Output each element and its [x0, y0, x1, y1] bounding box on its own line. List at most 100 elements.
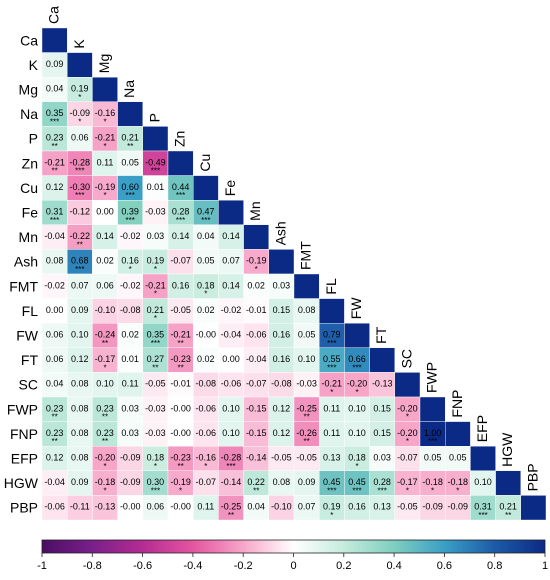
heatmap-cell [92, 101, 118, 127]
heatmap-cell [293, 372, 320, 398]
heatmap-cell [192, 421, 219, 447]
colorbar-gradient [41, 539, 546, 554]
cell-value-label: -0.09 [120, 477, 141, 487]
cell-value-label: 0.06 [71, 133, 89, 143]
cell-value-label: -0.23 [170, 453, 191, 463]
heatmap-cell [394, 421, 421, 447]
heatmap-cell [268, 372, 295, 398]
column-label: SC [398, 349, 414, 368]
cell-value-label: 0.07 [298, 502, 316, 512]
cell-value-label: 0.02 [197, 354, 215, 364]
heatmap-cell [218, 495, 244, 521]
heatmap-cell [344, 446, 370, 472]
cell-value-label: 0.06 [96, 280, 114, 290]
significance-label: * [456, 486, 459, 495]
cell-value-label: 0.47 [197, 207, 215, 217]
cell-value-label: -0.05 [170, 305, 191, 315]
cell-value-label: 0.10 [222, 428, 240, 438]
significance-label: *** [327, 363, 336, 372]
cell-value-label: 0.08 [298, 305, 316, 315]
cell-value-label: 0.02 [247, 280, 265, 290]
heatmap-cell [92, 175, 118, 201]
heatmap-cell [293, 495, 320, 521]
diagonal-cell [293, 273, 320, 299]
cell-value-label: 0.12 [71, 354, 89, 364]
significance-label: *** [327, 486, 336, 495]
cell-value-label: -0.04 [221, 330, 242, 340]
diagonal-cell [142, 126, 169, 152]
significance-label: ** [177, 462, 183, 471]
heatmap-cell [243, 470, 270, 496]
heatmap-cell [369, 446, 396, 472]
significance-label: * [255, 265, 258, 274]
heatmap-cell [192, 470, 219, 496]
significance-label: *** [176, 216, 185, 225]
heatmap-cell [142, 249, 169, 275]
significance-label: * [204, 290, 207, 299]
diagonal-cell [520, 495, 547, 521]
cell-value-label: -0.08 [196, 379, 217, 389]
cell-value-label: -0.13 [95, 502, 116, 512]
colorbar-tick-label: -0.8 [83, 560, 102, 572]
significance-label: * [431, 486, 434, 495]
cell-value-label: -0.23 [170, 354, 191, 364]
cell-value-label: -0.10 [95, 305, 116, 315]
colorbar-tick-label: -0.2 [234, 560, 253, 572]
column-label: HGW [499, 432, 515, 467]
heatmap-cell [117, 298, 143, 324]
significance-label: * [154, 290, 157, 299]
cell-value-label: 0.18 [147, 453, 165, 463]
significance-label: * [179, 486, 182, 495]
heatmap-cell [167, 175, 194, 201]
heatmap-cell [41, 323, 68, 349]
colorbar-tick-label: 0.2 [336, 560, 351, 572]
heatmap-cell [92, 347, 118, 373]
significance-label: ** [152, 363, 158, 372]
cell-value-label: -0.11 [70, 502, 90, 512]
cell-value-label: -0.20 [397, 403, 418, 413]
heatmap-cell [167, 224, 194, 250]
column-label: Na [121, 80, 137, 98]
cell-value-label: -0.05 [296, 453, 317, 463]
significance-label: *** [151, 339, 160, 348]
heatmap-cell [445, 470, 471, 496]
cell-value-label: 0.13 [373, 502, 391, 512]
cell-value-label: 0.15 [373, 428, 391, 438]
cell-value-label: -0.00 [170, 428, 191, 438]
heatmap-cell [41, 249, 68, 275]
heatmap-cell [92, 298, 118, 324]
cell-value-label: -0.19 [170, 477, 191, 487]
significance-label: * [78, 117, 81, 126]
heatmap-cell [167, 249, 194, 275]
diagonal-cell [92, 76, 118, 102]
diagonal-cell [369, 347, 396, 373]
heatmap-cell [293, 470, 320, 496]
cell-value-label: 0.09 [71, 477, 89, 487]
row-label: K [29, 57, 39, 73]
heatmap-cell [268, 495, 295, 521]
heatmap-cell [117, 249, 143, 275]
heatmap-cell [41, 52, 68, 78]
significance-label: * [78, 93, 81, 102]
cell-value-label: 0.10 [96, 379, 114, 389]
heatmap-cell [66, 298, 93, 324]
column-label: FWP [424, 362, 440, 393]
heatmap-cell [142, 495, 169, 521]
heatmap-cell [117, 273, 143, 299]
cell-value-label: -0.18 [448, 477, 469, 487]
diagonal-cell [445, 421, 471, 447]
diagonal-cell [167, 150, 194, 176]
cell-value-label: 0.05 [298, 330, 316, 340]
cell-value-label: -0.28 [70, 157, 91, 167]
cell-value-label: -0.17 [95, 354, 116, 364]
heatmap-cell [218, 396, 244, 422]
heatmap-cell [41, 421, 68, 447]
heatmap-cell [293, 298, 320, 324]
colorbar-tick-label: -0.6 [133, 560, 152, 572]
cell-value-label: 0.09 [298, 477, 316, 487]
column-label: FT [373, 326, 389, 344]
row-label: EFP [11, 451, 38, 467]
column-labels: Ca K Mg Na P Zn Cu Fe Mn Ash FMT FL FW FT SC FWP FNP EFP H… [46, 6, 541, 492]
heatmap-cell [394, 446, 421, 472]
heatmap-cell [92, 495, 118, 521]
